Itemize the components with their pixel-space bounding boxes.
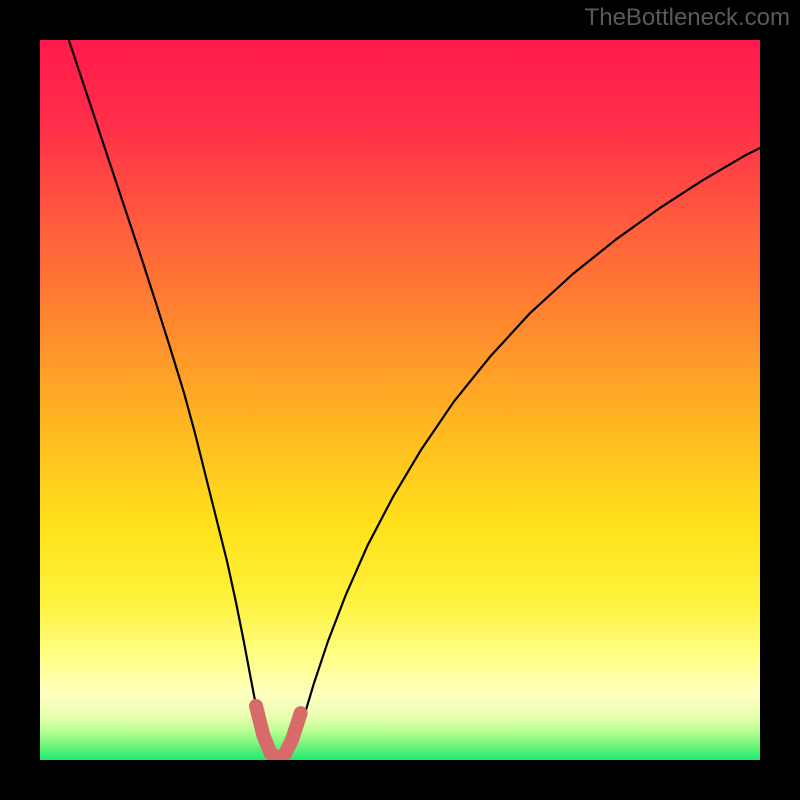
marker-dot [295, 707, 307, 719]
marker-dot [250, 700, 262, 712]
watermark-text: TheBottleneck.com [585, 4, 790, 32]
marker-dot [257, 729, 269, 741]
marker-dot [286, 734, 298, 746]
gradient-background [40, 40, 760, 760]
chart-area [40, 40, 760, 760]
chart-svg [40, 40, 760, 760]
marker-dot [279, 748, 291, 760]
